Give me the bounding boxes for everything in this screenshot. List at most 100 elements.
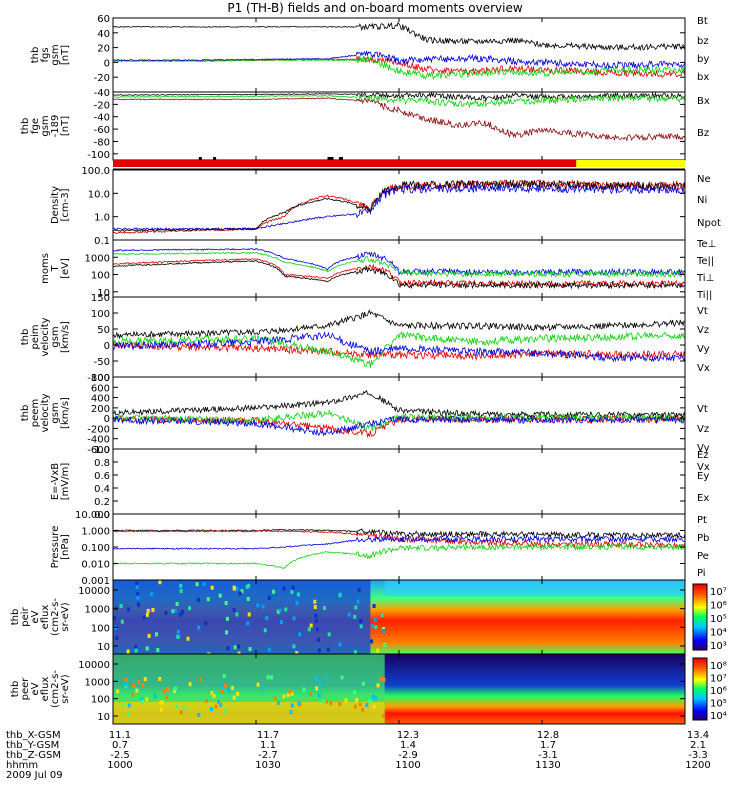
electron-spectrogram-cell: [353, 690, 357, 695]
ion-spectrogram-cell: [136, 592, 140, 597]
electron-spectrogram-cell: [361, 681, 365, 686]
y-tick-label: 0.4: [94, 484, 110, 495]
electron-spectrogram-cell: [179, 710, 183, 715]
ion-spectrogram-cell: [354, 605, 358, 610]
panel-moments: Ne Ni Npot 100.0 10.0 1.0 0.1 Density [cm-3]: [50, 157, 721, 247]
colorbar-tick-label: 10³: [710, 641, 727, 652]
ion-spectrogram-cell: [218, 593, 222, 598]
series-line-Vy: [112, 330, 686, 368]
electron-spectrogram-cell: [210, 691, 214, 696]
electron-spectrogram-cell: [256, 682, 260, 687]
electron-spectrogram-cell: [212, 694, 216, 699]
electron-spectrogram-cell: [236, 691, 240, 696]
ion-spectrogram-cell: [248, 647, 252, 652]
ion-spectrogram-cell: [197, 625, 201, 630]
electron-spectrogram-cell: [353, 704, 357, 709]
ion-spectrogram-highenergy: [384, 580, 685, 596]
y-tick-label: 100: [91, 623, 110, 634]
electron-spectrogram-cell: [270, 675, 274, 680]
series-line-Ti⊥: [112, 248, 686, 277]
electron-spectrogram-cell: [210, 707, 214, 712]
ion-spectrogram-cell: [316, 637, 320, 642]
y-tick-label: 100: [91, 695, 110, 706]
ion-spectrogram-cell: [245, 584, 249, 589]
x-axis-value: -3.3: [688, 750, 708, 761]
electron-spectrogram-cell: [198, 677, 202, 682]
y-axis-label-line: [nPa]: [60, 534, 71, 560]
ion-spectrogram-cell: [224, 601, 228, 606]
legend-label: Ez: [697, 450, 709, 461]
electron-spectrogram-cell: [140, 697, 144, 702]
y-tick-label: -20: [94, 73, 110, 84]
electron-spectrogram-cell: [217, 699, 221, 704]
ion-spectrogram-cell: [373, 618, 377, 623]
status-marker: [198, 157, 202, 160]
panel-frame: [112, 17, 686, 93]
electron-spectrogram-cell: [222, 674, 226, 679]
y-axis-label-line: eflux: [40, 677, 51, 702]
x-axis-value: 1030: [255, 760, 280, 771]
legend-label: Ey: [697, 471, 709, 482]
ion-spectrogram-cell: [226, 646, 230, 651]
ion-spectrogram-cell: [291, 585, 295, 590]
y-axis-label-line: T: [50, 265, 61, 273]
ion-spectrogram-cell: [372, 604, 376, 609]
electron-spectrogram-cell: [221, 684, 225, 689]
y-axis-label-line: thb: [20, 118, 31, 135]
electron-spectrogram-cell: [325, 699, 329, 704]
ion-spectrogram-cell: [376, 648, 380, 653]
ion-spectrogram-cell: [322, 606, 326, 611]
y-tick-label: 10000: [78, 660, 110, 671]
series-line-unnamed: [112, 93, 686, 109]
y-axis-label: thb fgs gsm [nT]: [30, 44, 71, 65]
ion-spectrogram-cell: [309, 623, 313, 628]
ion-spectrogram-cell: [151, 607, 155, 612]
ion-spectrogram-cell: [296, 592, 300, 597]
electron-spectrogram-cell: [260, 685, 264, 690]
ion-spectrogram-cell: [154, 632, 158, 637]
colorbar: [692, 583, 708, 651]
electron-spectrogram-cell: [116, 689, 120, 694]
ion-spectrogram-cell: [353, 614, 357, 619]
y-axis-label-line: thb: [10, 681, 21, 698]
status-marker: [338, 157, 343, 160]
y-tick-label: 600: [91, 383, 110, 394]
ion-spectrogram-cell: [136, 595, 140, 600]
colorbar: [692, 657, 708, 721]
ion-spectrogram-cell: [134, 645, 138, 650]
electron-spectrogram-cell: [338, 702, 342, 707]
y-axis-label-line: velocity: [40, 317, 51, 356]
ion-spectrogram-cell: [179, 589, 183, 594]
y-tick-label: -400: [87, 435, 110, 446]
electron-spectrogram-cell: [382, 677, 386, 682]
ion-spectrogram-cell: [356, 599, 360, 604]
y-tick-label: -40: [94, 113, 110, 124]
ion-spectrogram-cell: [145, 646, 149, 651]
y-tick-label: 20: [97, 44, 110, 55]
panel-frame: [112, 239, 686, 298]
ion-spectrogram-cell: [233, 645, 237, 650]
electron-spectrogram-cell: [175, 704, 179, 709]
y-axis-label-line: [eV]: [60, 258, 71, 279]
series-line-Npot: [112, 183, 686, 231]
ion-spectrogram-cell: [292, 616, 296, 621]
colorbar-tick-label: 10⁷: [710, 587, 727, 598]
electron-spectrogram-cell: [309, 692, 313, 697]
y-axis-label-line: velocity: [40, 393, 51, 432]
ion-spectrogram-cell: [236, 644, 240, 649]
y-axis-label-line: eflux: [40, 605, 51, 630]
series-line-bx: [112, 50, 686, 70]
ion-spectrogram-cell: [240, 589, 244, 594]
y-axis-label-line: E=-VxB: [50, 463, 61, 500]
y-tick-label: 0.001: [81, 576, 110, 587]
panel-frame: [112, 91, 686, 161]
legend-label: Ne: [697, 174, 711, 185]
electron-spectrogram-cell: [290, 703, 294, 708]
ion-spectrogram-cell: [147, 633, 151, 638]
colorbar-tick-label: 10⁴: [710, 628, 727, 639]
electron-spectrogram-cell: [302, 687, 306, 692]
electron-spectrogram-cell: [297, 701, 301, 706]
y-tick-label: 0: [104, 414, 110, 425]
x-axis-value: 1100: [395, 760, 420, 771]
